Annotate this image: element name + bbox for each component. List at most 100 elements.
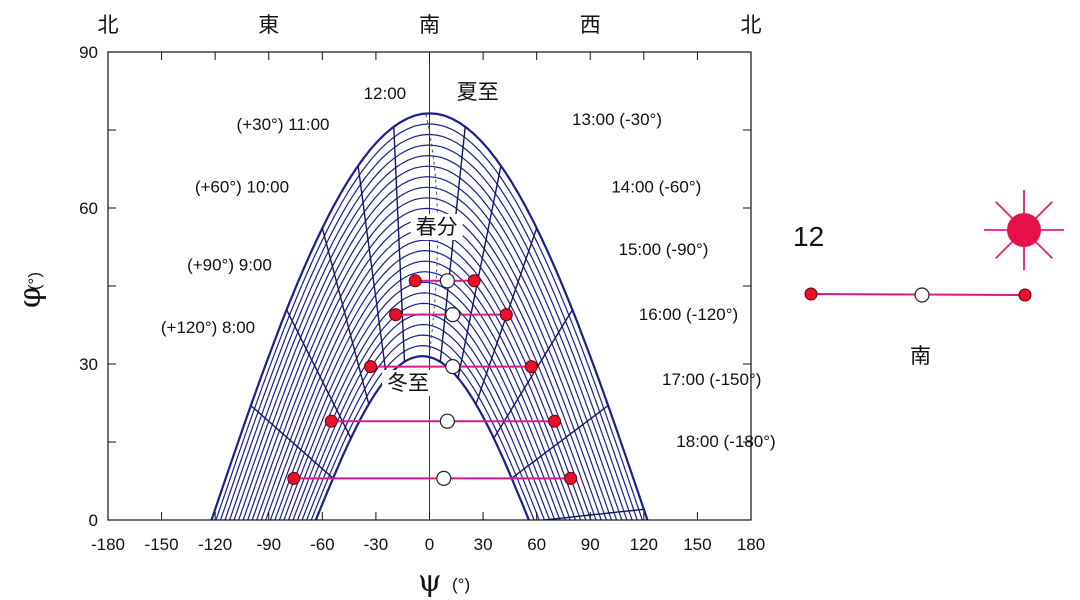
sun-path-line [283,281,566,520]
x-tick-label: 150 [683,535,711,554]
x-tick-label: 0 [425,535,434,554]
x-tick-label: 120 [630,535,658,554]
x-tick-label: -120 [198,535,232,554]
sun-disc [1007,213,1041,247]
hour-label: 13:00 (-30°) [572,110,662,129]
side-panel: 12 南 [793,190,1064,368]
marker-left-point [324,414,338,428]
hour-label: 14:00 (-60°) [611,177,701,196]
x-tick-label: 90 [581,535,600,554]
sun-icon [984,190,1064,270]
hour-line [250,405,334,479]
hour-line [457,165,502,379]
season-label-bg [382,370,435,396]
marker-right-point [564,471,578,485]
side-track [804,287,1032,303]
sun-position-markers [287,273,578,486]
sun-path-line [310,344,535,520]
hour-label: (+60°) 10:00 [195,177,289,196]
y-tick-label: 60 [79,199,98,218]
sun-path-curves [210,112,649,520]
sun-path-line [278,271,571,520]
season-label: 夏至 [457,80,499,104]
sun-path-line [228,154,628,520]
marker-center-point [439,413,455,429]
hour-label: 12 [793,221,824,252]
side-track-center-point [914,287,930,303]
hour-line [511,405,609,479]
hour-line [493,309,573,439]
hour-label: (+90°) 9:00 [187,255,272,274]
y-axis-label: φ [13,287,48,308]
axis-ticks [107,51,752,521]
sun-path-line [314,355,531,520]
x-tick-label: -150 [145,535,179,554]
compass-label: 北 [98,13,119,37]
side-track-left-point [804,287,818,301]
sun-path-line [274,260,577,520]
marker-center-point [445,359,461,375]
sun-path-line [242,186,613,520]
sun-path-line [265,239,587,520]
x-tick-label: 180 [737,535,765,554]
compass-label: 南 [419,13,440,37]
hour-label: (+120°) 8:00 [161,318,255,337]
marker-center-point [445,307,461,323]
sun-path-line [269,249,582,520]
compass-label: 北 [741,13,762,37]
y-axis-title: φ (°) [13,272,48,308]
direction-label: 南 [910,344,931,368]
sun-path-line [247,197,607,520]
sun-path-line [287,292,561,520]
hour-line [393,126,406,362]
hour-line [357,165,388,379]
hour-label: (+30°) 11:00 [237,115,330,134]
x-tick-label: -180 [91,535,125,554]
x-axis-label: ψ [418,564,442,599]
noon-line [425,114,439,354]
sun-path-line [301,323,546,520]
x-axis-title: ψ (°) [418,564,470,599]
sun-path-line [219,133,638,520]
hour-line [285,309,352,439]
hour-label: 17:00 (-150°) [662,370,761,389]
tick-labels: -180 -150 -120 -90 -60 -30 0 30 60 90 120 150 180 0 30… [79,43,765,554]
y-axis-unit: (°) [25,272,44,290]
marker-left-point [408,274,422,288]
x-tick-label: -90 [256,535,281,554]
x-axis-unit: (°) [452,575,470,594]
x-tick-label: 30 [474,535,493,554]
marker-center-point [436,470,452,486]
marker-center-point [439,273,455,289]
side-track-right-point [1018,288,1032,302]
compass-label: 東 [258,13,279,37]
sun-path-line [238,176,618,520]
sun-path-line [224,144,633,520]
hour-label: 12:00 [364,84,407,103]
y-tick-label: 30 [79,355,98,374]
season-label: 春分 [416,215,458,239]
hour-annotations: 12:00 (+30°) 11:00 (+60°) 10:00 (+90°) 9:00… [161,84,776,451]
marker-left-point [364,360,378,374]
marker-right-point [499,308,513,322]
marker-left-point [287,471,301,485]
x-tick-label: -30 [364,535,389,554]
marker-right-point [548,414,562,428]
sun-path-line [306,334,540,520]
hour-label: 18:00 (-180°) [676,432,775,451]
hour-line [439,126,466,362]
hour-label: 16:00 (-120°) [639,305,738,324]
x-tick-label: 60 [527,535,546,554]
season-label: 冬至 [387,371,429,395]
marker-right-point [467,274,481,288]
sun-path-line [233,165,623,520]
season-label-bg [451,78,504,105]
marker-left-point [389,308,403,322]
compass-label: 西 [580,13,601,37]
hour-label: 15:00 (-90°) [618,240,708,259]
x-tick-label: -60 [310,535,335,554]
y-tick-label: 90 [79,43,98,62]
marker-right-point [524,360,538,374]
